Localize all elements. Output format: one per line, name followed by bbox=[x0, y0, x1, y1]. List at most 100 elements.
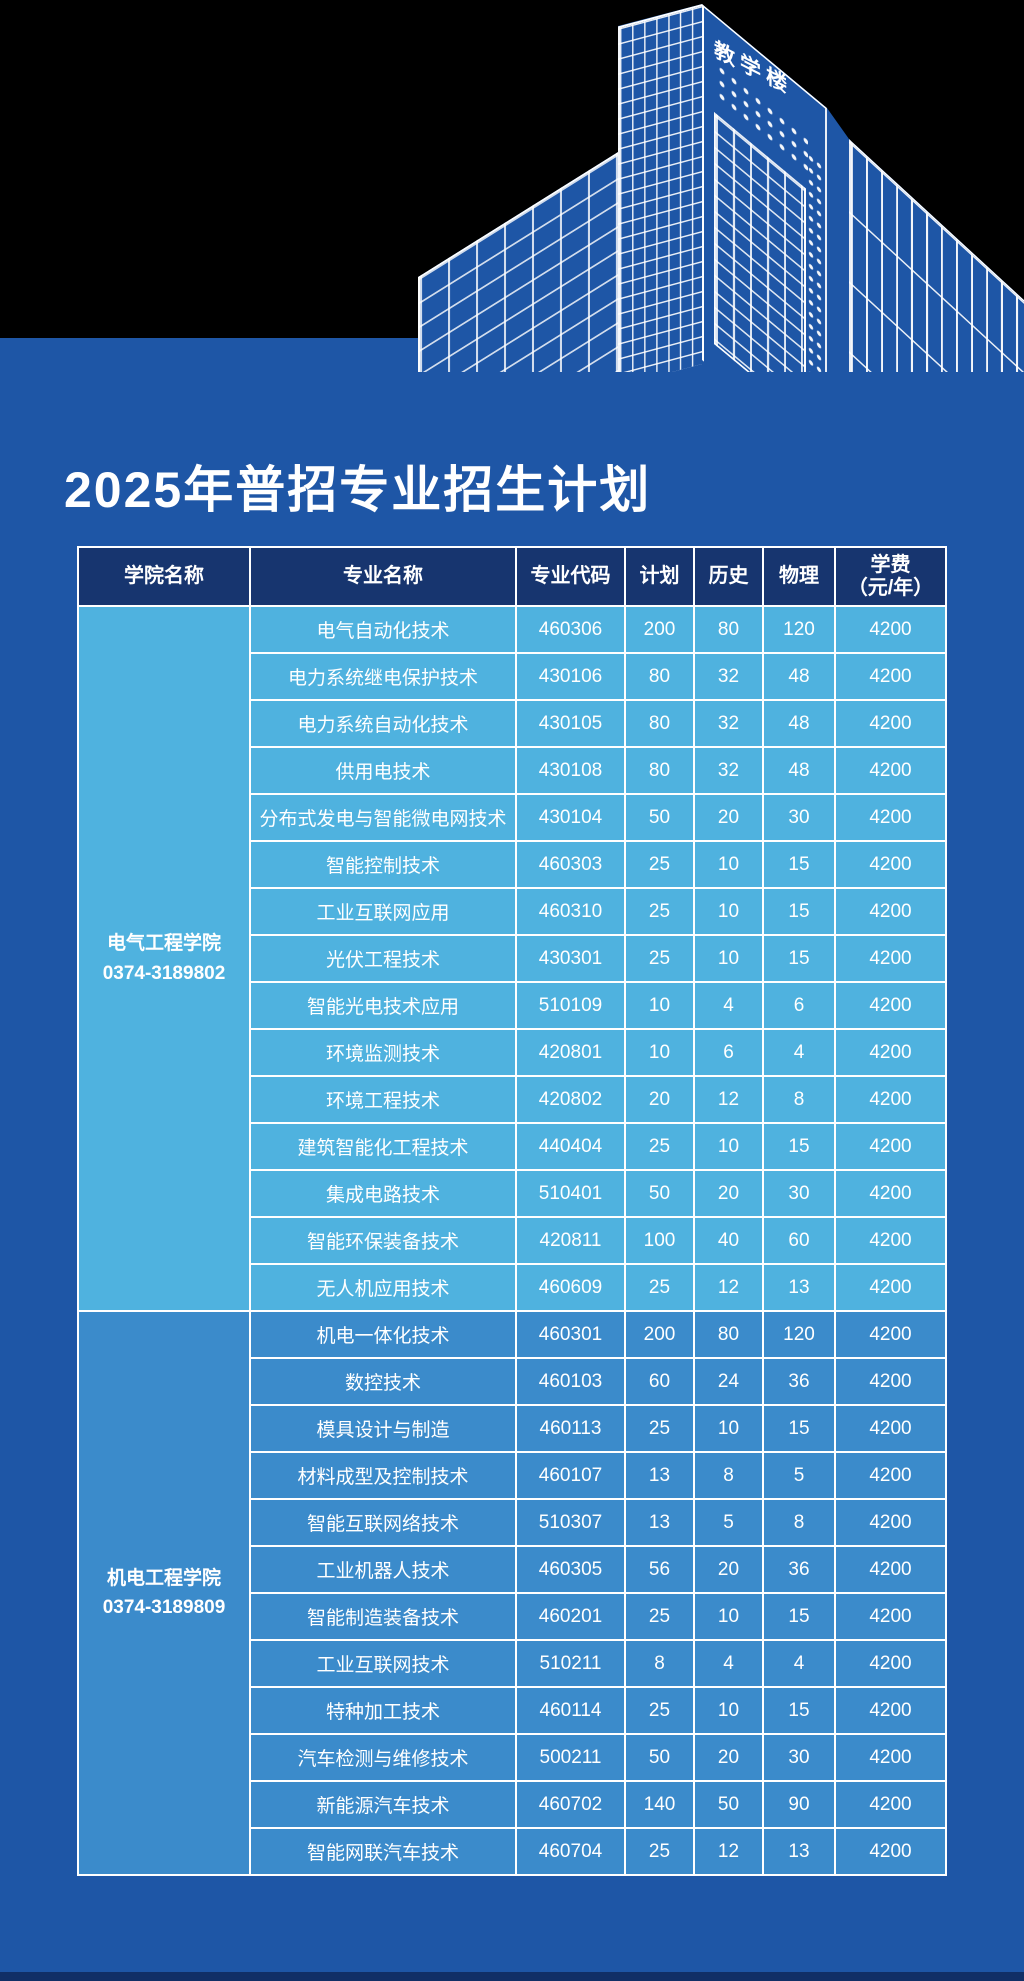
table-header-row: 学院名称 专业名称 专业代码 计划 历史 物理 学费 （元/年） bbox=[77, 546, 947, 607]
history-count-cell: 20 bbox=[693, 1733, 764, 1782]
major-name-cell: 智能网联汽车技术 bbox=[249, 1827, 517, 1876]
plan-count-cell: 25 bbox=[624, 1827, 695, 1876]
major-code-cell: 460303 bbox=[515, 840, 626, 889]
major-name-cell: 特种加工技术 bbox=[249, 1686, 517, 1735]
major-code-cell: 500211 bbox=[515, 1733, 626, 1782]
plan-count-cell: 140 bbox=[624, 1780, 695, 1829]
major-name-cell: 新能源汽车技术 bbox=[249, 1780, 517, 1829]
table-row: 智能网联汽车技术 460704 25 12 13 4200 bbox=[78, 1827, 947, 1876]
college-phone: 0374-3189802 bbox=[102, 962, 226, 984]
major-code-cell: 510307 bbox=[515, 1498, 626, 1547]
major-name-cell: 电力系统继电保护技术 bbox=[249, 652, 517, 701]
history-count-cell: 8 bbox=[693, 1451, 764, 1500]
physics-count-cell: 120 bbox=[762, 605, 836, 654]
plan-count-cell: 10 bbox=[624, 1028, 695, 1077]
major-code-cell: 460114 bbox=[515, 1686, 626, 1735]
major-name-cell: 工业互联网应用 bbox=[249, 887, 517, 936]
plan-count-cell: 25 bbox=[624, 1404, 695, 1453]
col-header-code: 专业代码 bbox=[515, 546, 626, 607]
history-count-cell: 10 bbox=[693, 1122, 764, 1171]
col-header-college: 学院名称 bbox=[77, 546, 251, 607]
tuition-cell: 4200 bbox=[834, 981, 947, 1030]
major-code-cell: 460103 bbox=[515, 1357, 626, 1406]
major-code-cell: 460306 bbox=[515, 605, 626, 654]
college-phone: 0374-3189809 bbox=[102, 1597, 226, 1618]
tuition-cell: 4200 bbox=[834, 1122, 947, 1171]
major-name-cell: 智能环保装备技术 bbox=[249, 1216, 517, 1265]
major-name-cell: 光伏工程技术 bbox=[249, 934, 517, 983]
physics-count-cell: 5 bbox=[762, 1451, 836, 1500]
table-row: 智能环保装备技术 420811 100 40 60 4200 bbox=[78, 1216, 947, 1265]
history-count-cell: 10 bbox=[693, 1404, 764, 1453]
table-row: 集成电路技术 510401 50 20 30 4200 bbox=[78, 1169, 947, 1218]
major-code-cell: 510401 bbox=[515, 1169, 626, 1218]
major-code-cell: 430105 bbox=[515, 699, 626, 748]
major-name-cell: 集成电路技术 bbox=[249, 1169, 517, 1218]
tuition-header-line2: （元/年） bbox=[847, 576, 934, 599]
table-row: 环境工程技术 420802 20 12 8 4200 bbox=[78, 1075, 947, 1124]
major-name-cell: 环境监测技术 bbox=[249, 1028, 517, 1077]
plan-count-cell: 60 bbox=[624, 1357, 695, 1406]
physics-count-cell: 4 bbox=[762, 1028, 836, 1077]
history-count-cell: 80 bbox=[693, 1310, 764, 1359]
history-count-cell: 5 bbox=[693, 1498, 764, 1547]
plan-count-cell: 25 bbox=[624, 1122, 695, 1171]
major-code-cell: 460113 bbox=[515, 1404, 626, 1453]
history-count-cell: 4 bbox=[693, 1639, 764, 1688]
plan-count-cell: 100 bbox=[624, 1216, 695, 1265]
major-name-cell: 智能互联网络技术 bbox=[249, 1498, 517, 1547]
physics-count-cell: 8 bbox=[762, 1075, 836, 1124]
plan-count-cell: 50 bbox=[624, 1733, 695, 1782]
major-name-cell: 电力系统自动化技术 bbox=[249, 699, 517, 748]
physics-count-cell: 15 bbox=[762, 840, 836, 889]
history-count-cell: 12 bbox=[693, 1827, 764, 1876]
physics-count-cell: 30 bbox=[762, 1733, 836, 1782]
col-header-physics: 物理 bbox=[762, 546, 836, 607]
major-name-cell: 智能控制技术 bbox=[249, 840, 517, 889]
history-count-cell: 20 bbox=[693, 1545, 764, 1594]
physics-count-cell: 36 bbox=[762, 1545, 836, 1594]
major-name-cell: 汽车检测与维修技术 bbox=[249, 1733, 517, 1782]
table-row: 电力系统继电保护技术 430106 80 32 48 4200 bbox=[78, 652, 947, 701]
history-count-cell: 24 bbox=[693, 1357, 764, 1406]
table-row: 电力系统自动化技术 430105 80 32 48 4200 bbox=[78, 699, 947, 748]
major-name-cell: 数控技术 bbox=[249, 1357, 517, 1406]
physics-count-cell: 48 bbox=[762, 746, 836, 795]
history-count-cell: 4 bbox=[693, 981, 764, 1030]
major-name-cell: 电气自动化技术 bbox=[249, 605, 517, 654]
college-name: 电气工程学院 bbox=[106, 933, 221, 955]
table-row: 工业机器人技术 460305 56 20 36 4200 bbox=[78, 1545, 947, 1594]
tuition-cell: 4200 bbox=[834, 1827, 947, 1876]
physics-count-cell: 30 bbox=[762, 1169, 836, 1218]
plan-count-cell: 13 bbox=[624, 1451, 695, 1500]
college-cell: 电气工程学院 0374-3189802 bbox=[77, 605, 251, 1312]
major-code-cell: 460704 bbox=[515, 1827, 626, 1876]
major-name-cell: 分布式发电与智能微电网技术 bbox=[249, 793, 517, 842]
major-code-cell: 460702 bbox=[515, 1780, 626, 1829]
physics-count-cell: 36 bbox=[762, 1357, 836, 1406]
history-count-cell: 50 bbox=[693, 1780, 764, 1829]
major-name-cell: 供用电技术 bbox=[249, 746, 517, 795]
table-row: 材料成型及控制技术 460107 13 8 5 4200 bbox=[78, 1451, 947, 1500]
physics-count-cell: 6 bbox=[762, 981, 836, 1030]
major-name-cell: 智能制造装备技术 bbox=[249, 1592, 517, 1641]
table-row: 智能控制技术 460303 25 10 15 4200 bbox=[78, 840, 947, 889]
major-code-cell: 440404 bbox=[515, 1122, 626, 1171]
major-code-cell: 420801 bbox=[515, 1028, 626, 1077]
table-row: 机电工程学院 0374-3189809 机电一体化技术 460301 200 80 120 4… bbox=[77, 1310, 947, 1876]
table-row: 供用电技术 430108 80 32 48 4200 bbox=[78, 746, 947, 795]
admission-plan-table: 学院名称 专业名称 专业代码 计划 历史 物理 学费 （元/年） 电气工程学院 0… bbox=[77, 546, 947, 1876]
table-row: 新能源汽车技术 460702 140 50 90 4200 bbox=[78, 1780, 947, 1829]
table-row: 模具设计与制造 460113 25 10 15 4200 bbox=[78, 1404, 947, 1453]
history-count-cell: 32 bbox=[693, 746, 764, 795]
tuition-cell: 4200 bbox=[834, 1310, 947, 1359]
major-name-cell: 建筑智能化工程技术 bbox=[249, 1122, 517, 1171]
major-code-cell: 430104 bbox=[515, 793, 626, 842]
major-name-cell: 材料成型及控制技术 bbox=[249, 1451, 517, 1500]
tuition-cell: 4200 bbox=[834, 887, 947, 936]
tuition-cell: 4200 bbox=[834, 1545, 947, 1594]
plan-count-cell: 25 bbox=[624, 887, 695, 936]
history-count-cell: 40 bbox=[693, 1216, 764, 1265]
physics-count-cell: 15 bbox=[762, 1592, 836, 1641]
